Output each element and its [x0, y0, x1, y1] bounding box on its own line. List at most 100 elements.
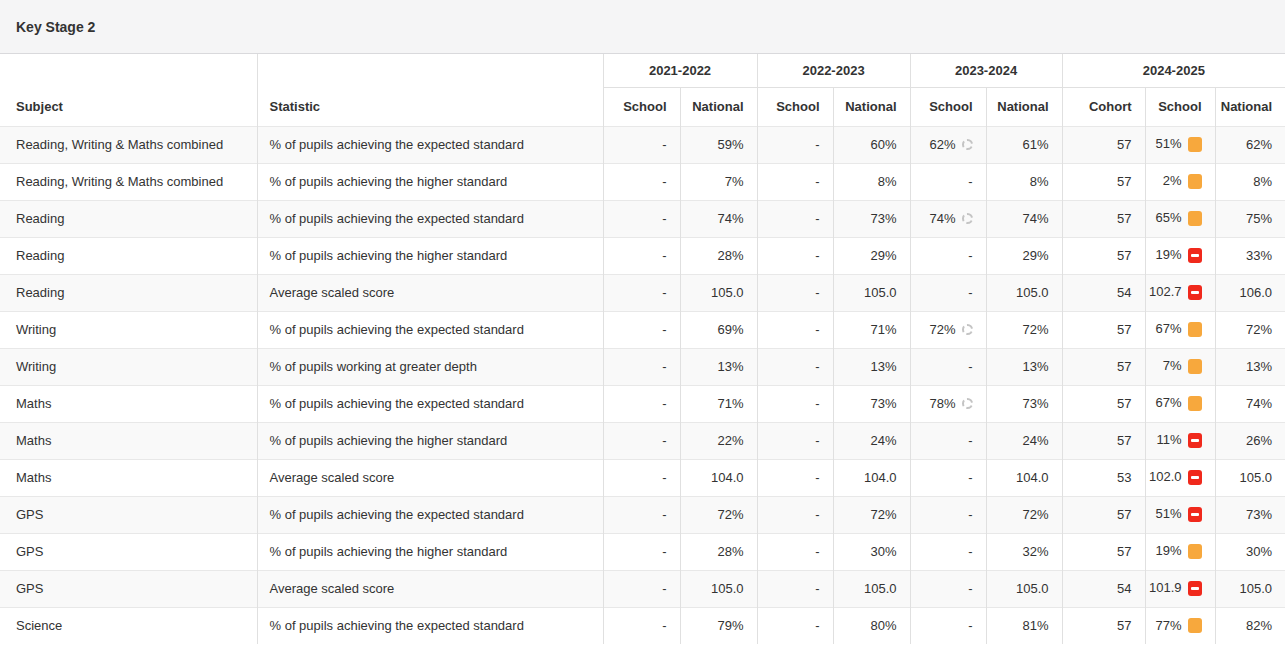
value-cell: 67% — [1145, 311, 1215, 348]
cell-value: - — [815, 544, 819, 559]
cell-value: 13% — [1023, 359, 1049, 374]
value-cell: 8% — [986, 163, 1062, 200]
value-cell: 104.0 — [986, 459, 1062, 496]
cell-value: 102.7 — [1149, 284, 1182, 299]
table-row: MathsAverage scaled score-104.0-104.0-10… — [0, 459, 1285, 496]
rating-below-average-icon — [1188, 396, 1202, 411]
value-cell: 104.0 — [680, 459, 757, 496]
cell-value: 57 — [1117, 248, 1131, 263]
cell-value: 57 — [1117, 507, 1131, 522]
table-row: Writing% of pupils working at greater de… — [0, 348, 1285, 385]
value-cell: 13% — [1215, 348, 1285, 385]
cell-value: - — [815, 211, 819, 226]
cell-value: - — [662, 248, 666, 263]
value-cell: 57 — [1062, 422, 1145, 459]
value-cell: 59% — [680, 126, 757, 163]
table-row: GPS% of pupils achieving the expected st… — [0, 496, 1285, 533]
value-cell: 28% — [680, 533, 757, 570]
cell-value: 67% — [1156, 321, 1182, 336]
column-header-national: National — [680, 87, 757, 126]
value-cell: 57 — [1062, 163, 1145, 200]
cell-value: - — [968, 618, 972, 633]
value-cell: - — [910, 496, 986, 533]
value-cell: - — [603, 459, 680, 496]
statistic-cell: % of pupils achieving the expected stand… — [257, 200, 603, 237]
value-cell: 101.9 — [1145, 570, 1215, 607]
cell-value: 7% — [725, 174, 744, 189]
rating-below-average-icon — [1188, 211, 1202, 226]
key-stage-2-panel: Key Stage 2 Subject Statistic 2021-2022 … — [0, 0, 1285, 644]
cell-value: - — [968, 248, 972, 263]
cell-value: 74% — [1246, 396, 1272, 411]
rating-below-average-icon — [1188, 322, 1202, 337]
cell-value: - — [662, 174, 666, 189]
value-cell: - — [757, 163, 833, 200]
cell-value: 28% — [717, 248, 743, 263]
statistic-cell: % of pupils working at greater depth — [257, 348, 603, 385]
cell-value: 57 — [1117, 618, 1131, 633]
value-cell: 19% — [1145, 237, 1215, 274]
value-cell: - — [757, 533, 833, 570]
value-cell: - — [603, 163, 680, 200]
cell-value: 54 — [1117, 285, 1131, 300]
cell-value: 73% — [1023, 396, 1049, 411]
cell-value: 72% — [1023, 507, 1049, 522]
value-cell: 30% — [1215, 533, 1285, 570]
value-cell: 62% — [910, 126, 986, 163]
rating-well-below-average-icon — [1188, 285, 1202, 300]
value-cell: 105.0 — [986, 274, 1062, 311]
value-cell: - — [910, 607, 986, 644]
cell-value: 73% — [1246, 507, 1272, 522]
value-cell: 57 — [1062, 607, 1145, 644]
cell-value: 19% — [1156, 247, 1182, 262]
cell-value: - — [815, 618, 819, 633]
column-header-school: School — [603, 87, 680, 126]
rating-well-below-average-icon — [1188, 433, 1202, 448]
rating-well-below-average-icon — [1188, 507, 1202, 522]
subject-cell: Reading — [0, 274, 257, 311]
cell-value: - — [815, 137, 819, 152]
cell-value: 30% — [1246, 544, 1272, 559]
value-cell: - — [757, 200, 833, 237]
value-cell: 74% — [910, 200, 986, 237]
cell-value: 102.0 — [1149, 469, 1182, 484]
value-cell: 8% — [1215, 163, 1285, 200]
year-group-2022-2023: 2022-2023 — [757, 54, 910, 87]
column-header-school: School — [1145, 87, 1215, 126]
value-cell: 80% — [833, 607, 910, 644]
value-cell: - — [910, 274, 986, 311]
provisional-result-icon — [962, 398, 973, 409]
cell-value: - — [968, 470, 972, 485]
cell-value: 62% — [1246, 137, 1272, 152]
table-row: Maths% of pupils achieving the expected … — [0, 385, 1285, 422]
cell-value: 105.0 — [1016, 581, 1049, 596]
statistic-cell: % of pupils achieving the higher standar… — [257, 422, 603, 459]
cell-value: - — [662, 137, 666, 152]
cell-value: - — [815, 581, 819, 596]
cell-value: 29% — [871, 248, 897, 263]
table-row: ReadingAverage scaled score-105.0-105.0-… — [0, 274, 1285, 311]
rating-below-average-icon — [1188, 544, 1202, 559]
value-cell: - — [910, 533, 986, 570]
value-cell: - — [910, 422, 986, 459]
cell-value: 8% — [1253, 174, 1272, 189]
cell-value: 67% — [1156, 395, 1182, 410]
cell-value: 24% — [871, 433, 897, 448]
cell-value: 72% — [930, 322, 956, 337]
cell-value: 62% — [930, 137, 956, 152]
value-cell: 73% — [1215, 496, 1285, 533]
provisional-result-icon — [962, 213, 973, 224]
value-cell: - — [603, 274, 680, 311]
cell-value: 53 — [1117, 470, 1131, 485]
cell-value: 59% — [717, 137, 743, 152]
rating-below-average-icon — [1188, 359, 1202, 374]
value-cell: 51% — [1145, 496, 1215, 533]
cell-value: 74% — [930, 211, 956, 226]
cell-value: 65% — [1156, 210, 1182, 225]
value-cell: 24% — [986, 422, 1062, 459]
cell-value: - — [662, 359, 666, 374]
value-cell: 29% — [986, 237, 1062, 274]
value-cell: 71% — [680, 385, 757, 422]
value-cell: 74% — [680, 200, 757, 237]
cell-value: - — [968, 507, 972, 522]
